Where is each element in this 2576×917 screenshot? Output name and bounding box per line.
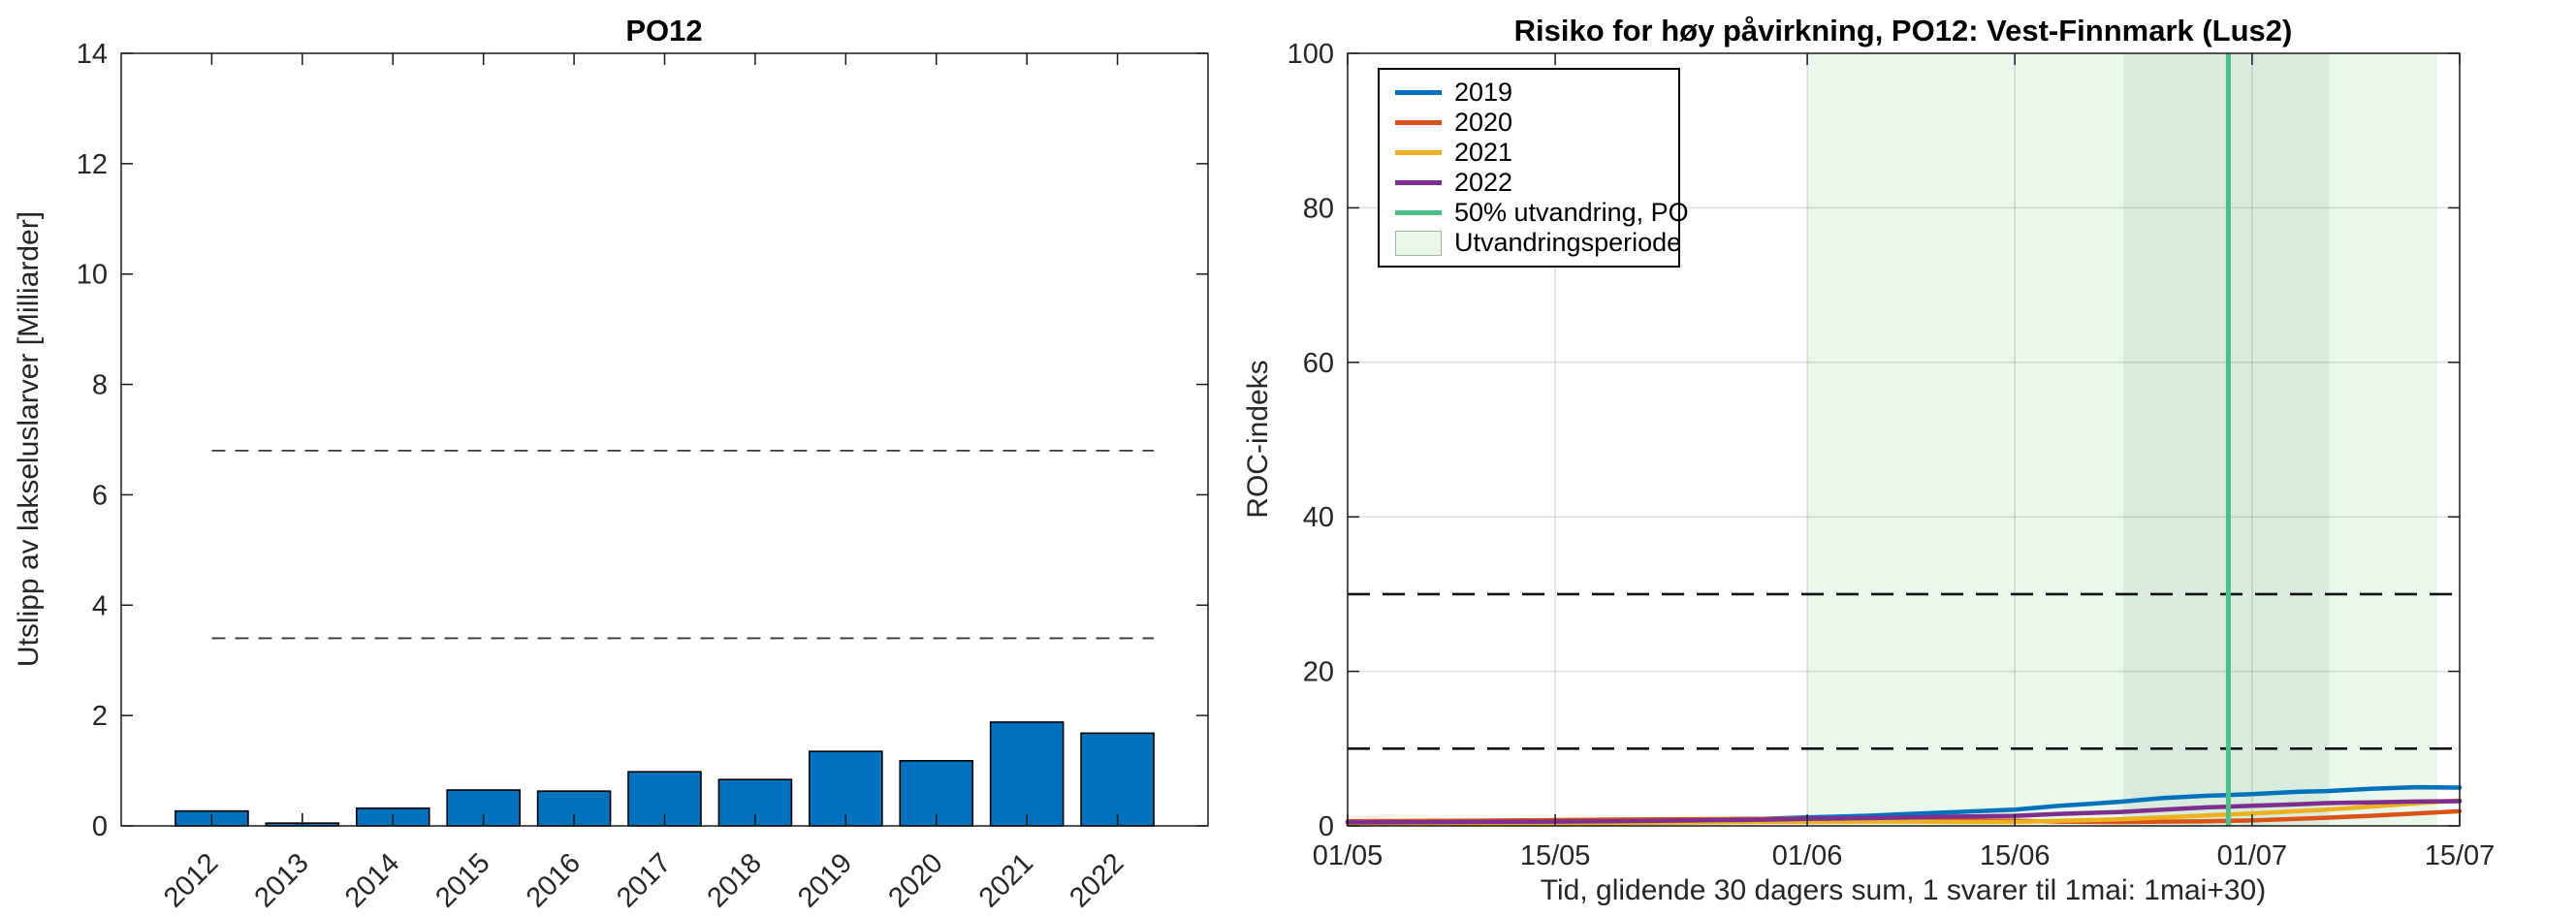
left-xtick-label: 2017 xyxy=(611,847,677,913)
left-xtick-label: 2019 xyxy=(792,847,858,913)
legend-item-label: 50% utvandring, PO xyxy=(1454,198,1689,227)
right-ytick-label: 20 xyxy=(1303,657,1334,688)
right-chart-xlabel: Tid, glidende 30 dagers sum, 1 svarer ti… xyxy=(1540,874,2267,906)
legend-item-label: 2021 xyxy=(1454,138,1513,167)
left-ytick-label: 12 xyxy=(77,149,108,180)
legend-item-label: 2019 xyxy=(1454,78,1513,107)
left-ytick-label: 0 xyxy=(92,811,108,842)
right-xtick-label: 01/05 xyxy=(1313,840,1383,871)
left-ytick-labels: 0 2 4 6 8 10 12 14 xyxy=(77,39,108,842)
right-xtick-label: 15/05 xyxy=(1520,840,1591,871)
series-line-2022 xyxy=(1345,799,2463,825)
legend-line-swatch xyxy=(1395,180,1442,185)
right-xtick-label: 15/07 xyxy=(2425,840,2496,871)
roc-series xyxy=(1345,784,2463,827)
legend-item-utvandringsperiode: Utvandringsperiode xyxy=(1380,228,1682,258)
legend-patch-swatch xyxy=(1395,230,1442,256)
bar-series xyxy=(175,721,1155,827)
legend-item-2021: 2021 xyxy=(1380,138,1678,168)
left-xtick-label: 2015 xyxy=(429,847,495,913)
legend-line-swatch xyxy=(1395,120,1442,125)
legend-item-2022: 2022 xyxy=(1380,168,1678,198)
left-ytick-label: 8 xyxy=(92,370,108,401)
left-xtick-label: 2016 xyxy=(521,847,587,913)
left-chart-title: PO12 xyxy=(625,14,703,47)
left-threshold-lines xyxy=(211,449,1155,640)
right-ytick-label: 0 xyxy=(1319,811,1334,842)
left-plot-border xyxy=(120,52,1209,827)
left-xtick-label: 2013 xyxy=(249,847,315,913)
right-xtick-label: 01/07 xyxy=(2217,840,2288,871)
legend-item-2019: 2019 xyxy=(1380,78,1678,108)
right-ytick-label: 60 xyxy=(1303,348,1334,379)
bar-2019 xyxy=(809,750,883,827)
legend-item-50-utvandring-po: 50% utvandring, PO xyxy=(1380,198,1689,228)
legend-line-swatch xyxy=(1395,150,1442,155)
right-ytick-label: 100 xyxy=(1288,39,1334,70)
legend-line-swatch xyxy=(1395,210,1442,215)
legend-item-label: Utvandringsperiode xyxy=(1454,228,1682,257)
legend-item-label: 2022 xyxy=(1454,168,1513,197)
left-xtick-label: 2018 xyxy=(702,847,768,913)
left-chart-ylabel: Utslipp av lakseluslarver [Milliarder] xyxy=(13,210,45,668)
legend-item-label: 2020 xyxy=(1454,108,1513,137)
left-xtick-label: 2021 xyxy=(973,847,1039,913)
left-ytick-label: 2 xyxy=(92,701,108,732)
left-ytick-label: 4 xyxy=(92,590,108,621)
left-ytick-label: 10 xyxy=(77,260,108,291)
right-axes xyxy=(1347,52,2461,827)
left-axes xyxy=(120,52,1209,827)
migration-period-shading xyxy=(1807,53,2438,826)
left-xtick-label: 2014 xyxy=(339,847,405,913)
left-xtick-label: 2022 xyxy=(1064,847,1129,913)
left-xtick-label: 2020 xyxy=(882,847,948,913)
right-threshold-lines xyxy=(1348,592,2460,750)
migration-period-light xyxy=(1807,53,2438,826)
right-ytick-labels: 0 20 40 60 80 100 xyxy=(1288,39,1334,842)
right-chart-title: Risiko for høy påvirkning, PO12: Vest-Fi… xyxy=(1513,14,2293,47)
right-xtick-labels: 01/05 15/05 01/06 15/06 01/07 15/07 xyxy=(1313,840,2496,871)
legend-line-swatch xyxy=(1395,90,1442,95)
legend-box: 2019 2020 2021 2022 50% utvandring, PO Utvand… xyxy=(1378,68,1689,268)
left-xtick-labels: 2012 2013 2014 2015 2016 2017 2018 2019 2020 2021… xyxy=(158,847,1129,913)
right-xtick-label: 15/06 xyxy=(1980,840,2051,871)
left-ytick-label: 14 xyxy=(77,39,108,70)
bar-2022 xyxy=(1080,732,1155,827)
right-ytick-label: 80 xyxy=(1303,193,1334,224)
right-plot-border xyxy=(1347,52,2461,827)
right-xtick-label: 01/06 xyxy=(1772,840,1843,871)
legend-item-2020: 2020 xyxy=(1380,108,1678,138)
bar-2021 xyxy=(989,721,1065,827)
left-xtick-label: 2012 xyxy=(158,847,224,913)
right-ytick-label: 40 xyxy=(1303,502,1334,533)
right-chart-ylabel: ROC-indeks xyxy=(1242,360,1274,519)
left-ytick-label: 6 xyxy=(92,480,108,511)
